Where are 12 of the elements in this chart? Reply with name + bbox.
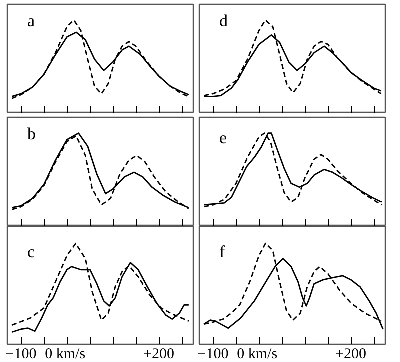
- annotation: d: [220, 12, 228, 30]
- x-tick-label: 0 km/s: [237, 346, 278, 362]
- x-tick-label: +200: [336, 346, 367, 362]
- annotation: c: [28, 242, 36, 262]
- x-tick-label: −100: [198, 346, 229, 362]
- annotation: e: [220, 128, 228, 148]
- x-tick-label: −100: [6, 346, 37, 362]
- annotation: b: [28, 124, 36, 144]
- x-tick-label: 0 km/s: [45, 346, 86, 362]
- annotation: a: [28, 12, 36, 30]
- x-tick-label: +200: [144, 346, 175, 362]
- annotation: f: [220, 242, 226, 262]
